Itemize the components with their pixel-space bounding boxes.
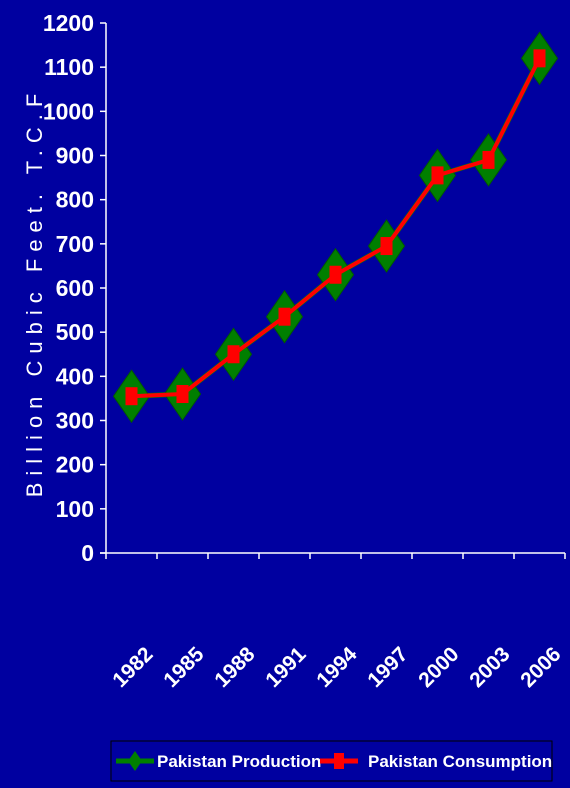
x-tick-label: 1991	[261, 643, 311, 693]
y-tick-labels: 0 100 200 300 400 500 600 700 800 900 1000 1100 1200	[43, 10, 94, 566]
square-marker	[380, 237, 393, 256]
y-tick-label: 1200	[43, 10, 94, 36]
series-production	[112, 31, 559, 424]
square-marker	[329, 265, 342, 284]
x-tick-label: 1985	[159, 643, 209, 693]
y-tick-label: 400	[56, 363, 94, 389]
square-marker	[227, 345, 240, 364]
y-tick-label: 300	[56, 408, 94, 434]
square-marker	[482, 150, 495, 169]
y-tick-label: 600	[56, 275, 94, 301]
x-tick-labels: 1982 1985 1988 1991 1994 1997 2000 2003 2006	[108, 643, 565, 693]
square-marker	[431, 166, 444, 185]
square-marker	[278, 307, 291, 326]
legend: Pakistan Production Pakistan Consumption	[110, 740, 553, 782]
x-tick-label: 2000	[414, 643, 463, 692]
legend-square-marker	[334, 753, 344, 769]
y-tick-label: 1100	[44, 54, 94, 80]
legend-label: Pakistan Production	[157, 752, 321, 771]
square-marker	[176, 385, 189, 403]
y-tick-label: 700	[56, 231, 94, 257]
series-line	[131, 57, 542, 399]
y-tick-label: 100	[56, 496, 94, 522]
x-tick-label: 2003	[465, 643, 514, 692]
y-tick-label: 200	[56, 452, 94, 478]
legend-item-production: Pakistan Production	[116, 751, 321, 771]
y-axis-label: Billion Cubic Feet. T.C.F	[22, 87, 47, 498]
legend-item-consumption: Pakistan Consumption	[320, 752, 552, 771]
y-tick-label: 800	[56, 187, 94, 213]
y-tick-label: 500	[56, 319, 94, 345]
x-tick-label: 1997	[363, 643, 412, 692]
square-marker	[125, 387, 138, 406]
series-line	[131, 57, 542, 399]
x-tick-label: 1982	[108, 643, 157, 692]
chart-series	[112, 31, 559, 424]
x-tick-label: 2006	[516, 643, 565, 692]
x-tick-label: 1994	[312, 643, 362, 693]
y-tick-label: 0	[81, 540, 94, 566]
x-tick-label: 1988	[210, 643, 260, 693]
y-tick-label: 1000	[43, 98, 94, 124]
legend-diamond-marker	[128, 751, 142, 771]
square-marker	[533, 49, 546, 68]
legend-label: Pakistan Consumption	[368, 752, 552, 771]
chart-axes	[100, 22, 566, 559]
series-consumption	[125, 49, 546, 406]
y-tick-label: 900	[56, 143, 94, 169]
